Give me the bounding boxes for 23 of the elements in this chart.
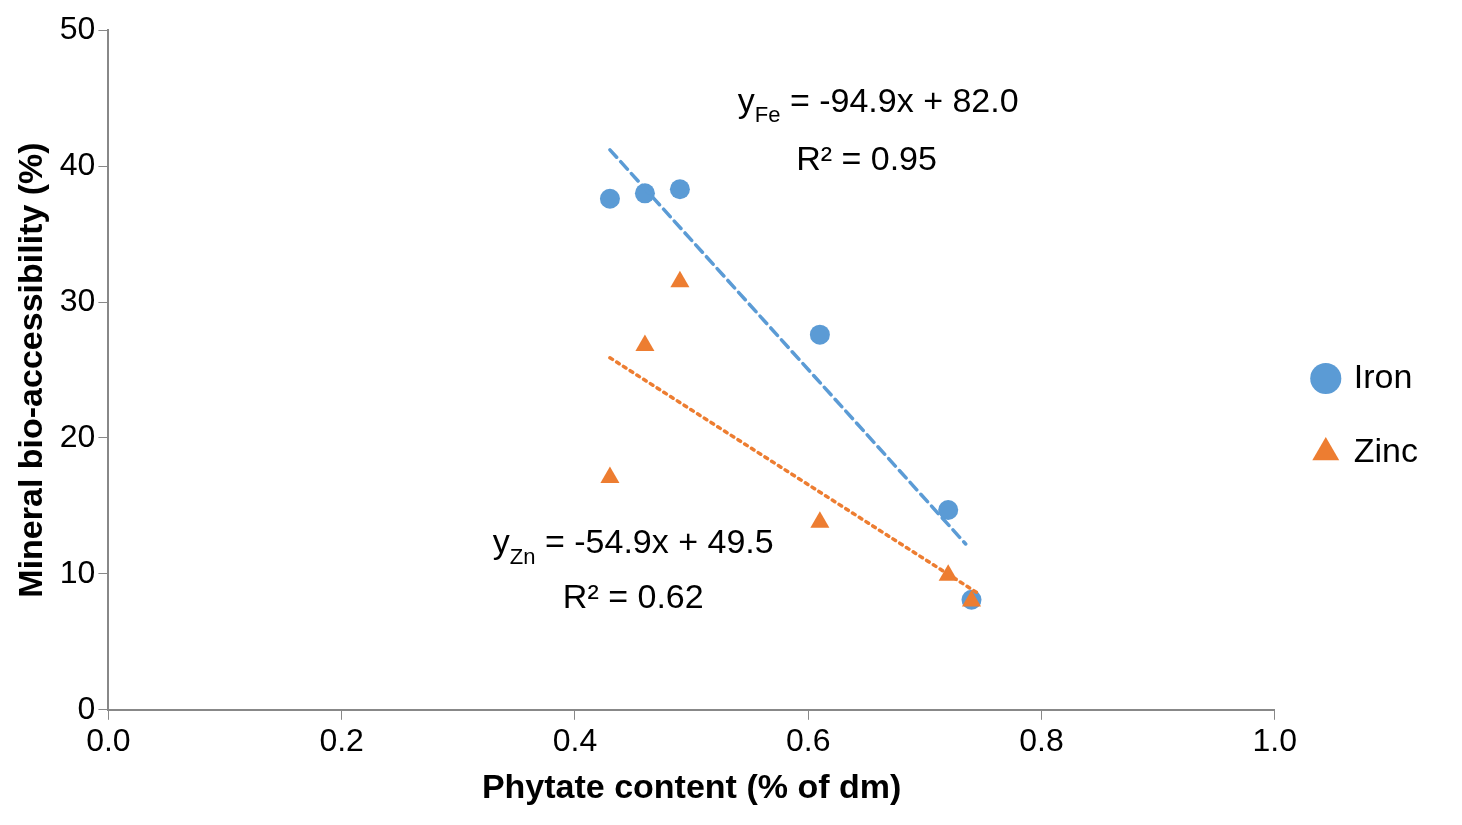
x-tick-label: 1.0 [1252, 721, 1298, 758]
annotation: R² = 0.62 [562, 576, 704, 615]
point [635, 334, 655, 352]
legend-label: Zinc [1353, 430, 1418, 469]
x-tick-label: 0.4 [552, 721, 598, 758]
point [600, 466, 620, 483]
y-tick-label: 10 [59, 553, 96, 590]
y-tick-label: 50 [59, 10, 96, 47]
x-tick-label: 0.2 [319, 721, 364, 758]
y-tick-label: 20 [59, 417, 96, 454]
x-tick-label: 0.6 [785, 721, 831, 758]
annotation: R² = 0.95 [796, 138, 937, 177]
point [809, 324, 830, 345]
y-tick-label: 30 [59, 281, 96, 318]
x-axis-title: Phytate content (% of dm) [481, 766, 902, 805]
point [670, 270, 690, 288]
y-tick-label: 40 [59, 145, 96, 182]
point [599, 188, 620, 209]
point [810, 511, 830, 528]
point [669, 179, 690, 200]
legend-label: Iron [1353, 356, 1413, 395]
x-tick-label: 0.8 [1019, 721, 1064, 758]
y-axis-title: Mineral bio-accessibility (%) [10, 142, 49, 598]
